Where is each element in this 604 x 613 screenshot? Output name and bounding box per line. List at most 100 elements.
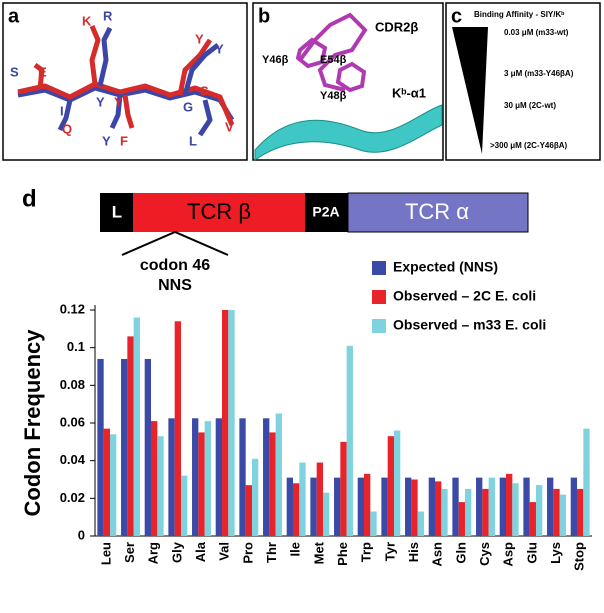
x-tick-label: Met [311, 541, 326, 564]
y-tick-label: 0.1 [67, 339, 85, 354]
y-tick-label: 0.12 [60, 301, 85, 316]
annotation-lines [121, 230, 229, 256]
bar [316, 462, 323, 536]
x-tick-label: Leu [98, 542, 113, 565]
bar [109, 434, 117, 536]
bar [506, 473, 513, 536]
x-tick-label: Cys [477, 542, 492, 566]
bar [435, 481, 442, 536]
bar [458, 502, 465, 536]
bar [452, 477, 459, 536]
cdr-structure [295, 12, 368, 93]
x-tick-label: Asp [501, 542, 516, 567]
affinity-label: 3 μM (m33-Y46βA) [504, 69, 574, 78]
structure-label: E54β [320, 54, 347, 66]
residue-label: R [103, 8, 113, 23]
bar [417, 511, 424, 536]
bar [286, 477, 294, 536]
construct-label: TCR β [187, 199, 251, 224]
x-tick-label: Phe [335, 542, 350, 566]
bar [310, 477, 317, 536]
x-tick-label: Ile [288, 542, 303, 556]
bar [428, 477, 436, 536]
construct-segment [133, 193, 305, 232]
residue-label: Y [114, 94, 123, 109]
bar [357, 477, 365, 536]
residue-label: V [225, 119, 234, 134]
affinity-label: 30 μM (2C-wt) [504, 101, 556, 110]
construct-label: P2A [312, 204, 339, 220]
annotation: codon 46 [140, 257, 210, 274]
bar [583, 428, 590, 536]
residue-label: E [38, 64, 47, 79]
panel-letter: d [22, 185, 37, 212]
residue-label: Y [96, 94, 105, 109]
bar [133, 317, 140, 536]
bar [370, 511, 377, 536]
bar [393, 430, 401, 536]
construct-segment [100, 193, 133, 232]
panel-letter: a [8, 5, 20, 27]
structure-label: Y46β [262, 54, 289, 66]
bar [488, 477, 495, 536]
panel-frame [2, 2, 248, 161]
bar [381, 477, 388, 536]
residue-label: L [189, 133, 197, 148]
bar [322, 492, 330, 536]
construct-label: L [112, 202, 122, 221]
bar [411, 479, 418, 536]
y-tick-label: 0.06 [60, 414, 85, 429]
x-tick-label: Stop [572, 542, 587, 571]
x-tick-label: Asn [430, 542, 445, 567]
helix [254, 104, 443, 161]
x-tick-label: Val [217, 542, 232, 561]
x-tick-label: Pro [240, 542, 255, 564]
bar [151, 421, 158, 536]
bar [299, 462, 306, 536]
y-tick-label: 0.04 [60, 452, 86, 467]
x-tick-label: Lys [548, 542, 563, 564]
structure-label: Kᵇ-α1 [392, 85, 426, 100]
panel-title: Binding Affinity - SIY/Kᵇ [474, 10, 564, 19]
bar [144, 358, 152, 536]
bar [570, 477, 578, 536]
x-tick-label: Arg [146, 542, 161, 564]
bar [405, 477, 412, 536]
bar [334, 477, 341, 536]
bar [97, 358, 104, 536]
annotation: NNS [158, 277, 192, 294]
bar [387, 436, 394, 536]
y-tick-label: 0.02 [60, 490, 85, 505]
bar [157, 436, 164, 536]
bar [464, 488, 472, 536]
bar [103, 428, 110, 536]
residue-label: Y [215, 41, 224, 56]
bar [192, 418, 199, 536]
bar [482, 488, 489, 536]
x-tick-label: His [406, 542, 421, 562]
residue-label: Y [102, 133, 111, 148]
bar [547, 477, 554, 536]
bar [263, 418, 270, 536]
legend-swatch [372, 319, 386, 333]
residue-label: K [82, 13, 92, 28]
panel-letter: b [258, 5, 270, 27]
bar [535, 485, 543, 536]
residue-label: F [120, 133, 128, 148]
bar [198, 432, 205, 536]
bar [577, 488, 584, 536]
bar [251, 458, 259, 536]
x-tick-label: Glu [524, 542, 539, 564]
bar [441, 488, 448, 536]
bar [559, 494, 566, 536]
bar [174, 321, 181, 536]
structure-label: CDR2β [375, 19, 418, 34]
bar [476, 477, 483, 536]
affinity-label: 0.03 μM (m33-wt) [504, 28, 569, 37]
bar [269, 432, 276, 536]
bar [364, 473, 371, 536]
bar [529, 502, 536, 536]
x-tick-label: Tyr [382, 542, 397, 561]
x-tick-label: Ser [122, 542, 137, 563]
construct-segment [347, 192, 529, 233]
